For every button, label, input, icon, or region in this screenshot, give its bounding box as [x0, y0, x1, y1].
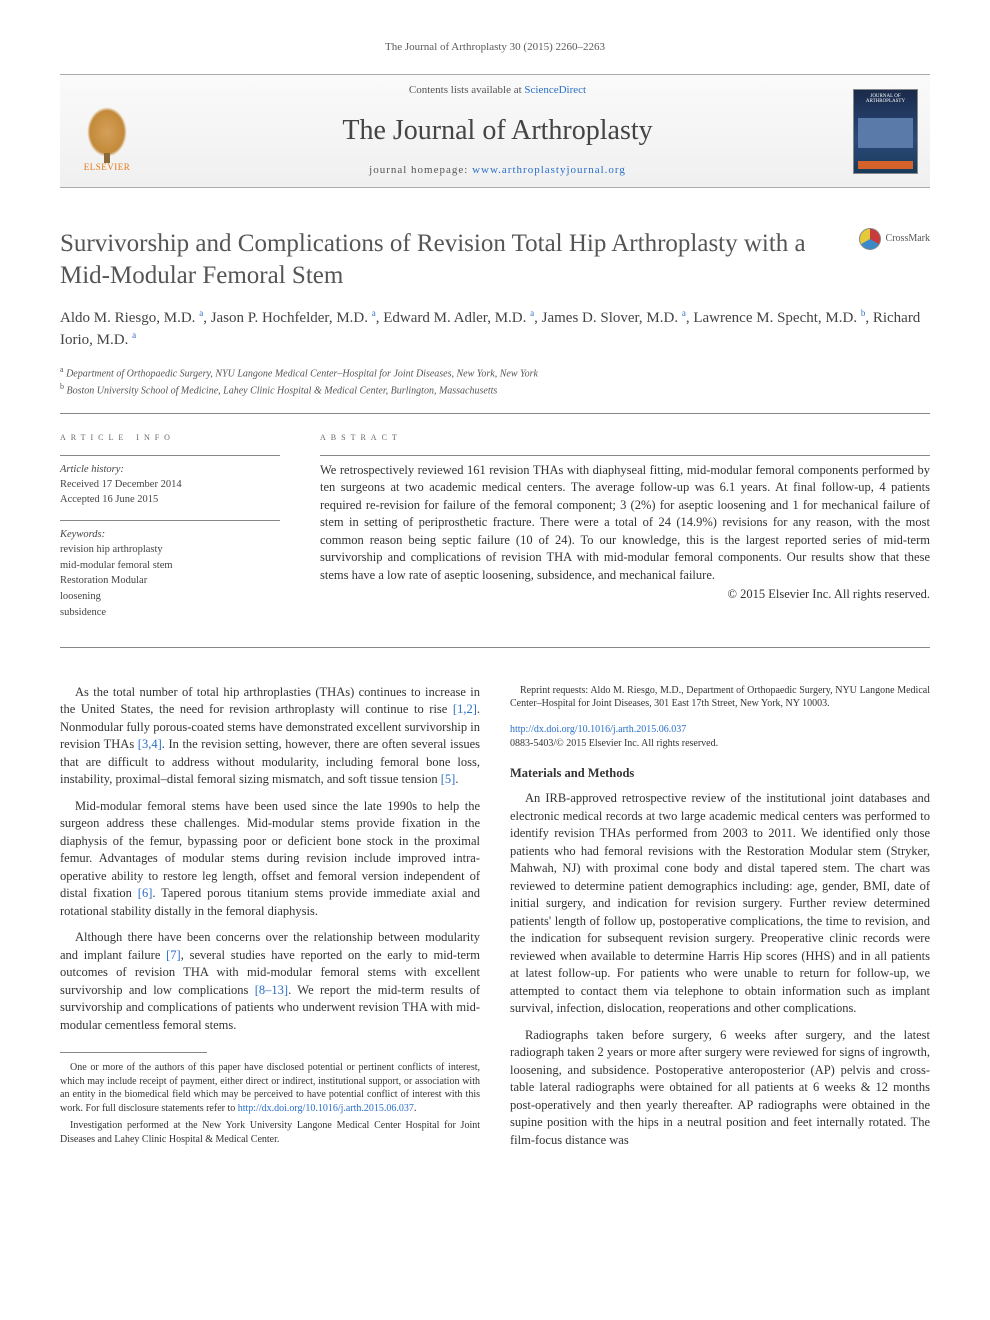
section-heading-materials-methods: Materials and Methods — [510, 765, 930, 783]
author: Lawrence M. Specht, M.D. — [693, 310, 857, 326]
homepage-line: journal homepage: www.arthroplastyjourna… — [142, 163, 853, 179]
received-date: Received 17 December 2014 — [60, 477, 280, 492]
body-paragraph: Radiographs taken before surgery, 6 week… — [510, 1027, 930, 1150]
article-info-column: article info Article history: Received 1… — [60, 413, 280, 647]
cover-footer-bar — [858, 161, 913, 169]
body-text: Mid-modular femoral stems have been used… — [60, 799, 480, 901]
author-list: Aldo M. Riesgo, M.D. a, Jason P. Hochfel… — [60, 307, 930, 352]
author: Jason P. Hochfelder, M.D. — [211, 310, 368, 326]
journal-header: ELSEVIER Contents lists available at Sci… — [60, 74, 930, 188]
elsevier-tree-icon — [87, 107, 127, 157]
cover-title: JOURNAL OF ARTHROPLASTY — [858, 94, 913, 105]
homepage-prefix: journal homepage: — [369, 164, 472, 176]
info-abstract-row: article info Article history: Received 1… — [60, 413, 930, 648]
citation-link[interactable]: [8–13] — [255, 983, 288, 997]
citation-link[interactable]: [6] — [138, 886, 153, 900]
affil-link[interactable]: a — [530, 308, 534, 318]
abstract-text: We retrospectively reviewed 161 revision… — [320, 462, 930, 585]
journal-reference: The Journal of Arthroplasty 30 (2015) 22… — [60, 40, 930, 56]
journal-cover-thumbnail: JOURNAL OF ARTHROPLASTY — [853, 89, 918, 174]
affiliation-text: Boston University School of Medicine, La… — [67, 386, 498, 397]
history-label: Article history: — [60, 462, 280, 477]
journal-reference-link[interactable]: The Journal of Arthroplasty 30 (2015) 22… — [385, 41, 605, 53]
affil-link[interactable]: b — [861, 308, 866, 318]
footnote-doi-link[interactable]: http://dx.doi.org/10.1016/j.arth.2015.06… — [238, 1103, 414, 1114]
body-paragraph: Mid-modular femoral stems have been used… — [60, 798, 480, 921]
citation-link[interactable]: [5] — [441, 772, 456, 786]
article-title: Survivorship and Complications of Revisi… — [60, 228, 839, 291]
journal-title: The Journal of Arthroplasty — [142, 111, 853, 152]
author: Aldo M. Riesgo, M.D. — [60, 310, 195, 326]
keyword: revision hip arthroplasty — [60, 542, 280, 558]
footnote-text: . — [414, 1103, 417, 1114]
abstract-column: abstract We retrospectively reviewed 161… — [320, 414, 930, 647]
doi-link[interactable]: http://dx.doi.org/10.1016/j.arth.2015.06… — [510, 724, 686, 735]
footnote: Reprint requests: Aldo M. Riesgo, M.D., … — [510, 684, 930, 711]
affil-link[interactable]: a — [199, 308, 203, 318]
author: James D. Slover, M.D. — [542, 310, 678, 326]
crossmark-icon — [859, 228, 881, 250]
crossmark-label: CrossMark — [886, 232, 930, 247]
abstract-heading: abstract — [320, 428, 930, 445]
keyword: subsidence — [60, 605, 280, 621]
copyright-line: © 2015 Elsevier Inc. All rights reserved… — [320, 586, 930, 604]
body-paragraph: As the total number of total hip arthrop… — [60, 684, 480, 789]
affiliation-a: a Department of Orthopaedic Surgery, NYU… — [60, 364, 930, 381]
article-info-heading: article info — [60, 428, 280, 445]
affiliations: a Department of Orthopaedic Surgery, NYU… — [60, 364, 930, 399]
citation-link[interactable]: [3,4] — [138, 737, 162, 751]
affiliation-text: Department of Orthopaedic Surgery, NYU L… — [66, 368, 538, 379]
article-header: Survivorship and Complications of Revisi… — [60, 228, 930, 291]
keyword: loosening — [60, 589, 280, 605]
citation-link[interactable]: [1,2] — [453, 702, 477, 716]
keyword: mid-modular femoral stem — [60, 558, 280, 574]
crossmark-badge[interactable]: CrossMark — [859, 228, 930, 250]
contents-prefix: Contents lists available at — [409, 84, 524, 96]
affiliation-b: b Boston University School of Medicine, … — [60, 381, 930, 398]
keywords-block: Keywords: revision hip arthroplasty mid-… — [60, 520, 280, 621]
keyword: Restoration Modular — [60, 573, 280, 589]
issn-copyright: 0883-5403/© 2015 Elsevier Inc. All right… — [510, 738, 718, 749]
homepage-link[interactable]: www.arthroplastyjournal.org — [472, 164, 626, 176]
header-center: Contents lists available at ScienceDirec… — [142, 83, 853, 179]
body-text: As the total number of total hip arthrop… — [60, 685, 480, 717]
footnote: One or more of the authors of this paper… — [60, 1061, 480, 1115]
author: Edward M. Adler, M.D. — [383, 310, 526, 326]
cover-image-placeholder — [858, 118, 913, 148]
accepted-date: Accepted 16 June 2015 — [60, 492, 280, 507]
contents-line: Contents lists available at ScienceDirec… — [142, 83, 853, 99]
footnote: Investigation performed at the New York … — [60, 1119, 480, 1146]
affil-link[interactable]: a — [372, 308, 376, 318]
affil-link[interactable]: a — [132, 330, 136, 340]
citation-link[interactable]: [7] — [166, 948, 181, 962]
affil-link[interactable]: a — [682, 308, 686, 318]
body-paragraph: An IRB-approved retrospective review of … — [510, 790, 930, 1018]
article-history: Article history: Received 17 December 20… — [60, 455, 280, 508]
footnote-separator — [60, 1052, 207, 1053]
body-text: . — [455, 772, 458, 786]
article-body: As the total number of total hip arthrop… — [60, 684, 930, 1155]
sciencedirect-link[interactable]: ScienceDirect — [524, 84, 586, 96]
keywords-label: Keywords: — [60, 527, 280, 542]
publisher-logo: ELSEVIER — [72, 89, 142, 174]
body-paragraph: Although there have been concerns over t… — [60, 929, 480, 1034]
doi-block: http://dx.doi.org/10.1016/j.arth.2015.06… — [510, 723, 930, 751]
